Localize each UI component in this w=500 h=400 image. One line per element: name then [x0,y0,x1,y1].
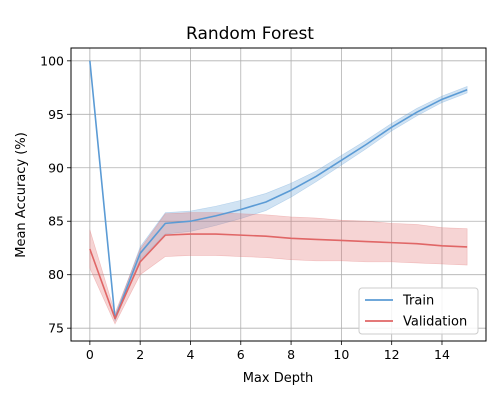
confidence-bands [90,60,467,324]
x-axis-label: Max Depth [243,371,314,386]
x-tick-label: 14 [434,347,450,362]
train-band [90,60,467,321]
legend-label-train: Train [402,294,434,309]
x-tick-label: 8 [287,347,295,362]
legend-label-validation: Validation [403,315,467,330]
y-axis-label: Mean Accuracy (%) [14,132,29,258]
chart-title: Random Forest [186,24,314,44]
y-tick-label: 100 [40,53,64,68]
legend: Train Validation [359,288,478,334]
x-tick-label: 6 [237,347,245,362]
y-tick-label: 80 [48,267,64,282]
x-tick-label: 0 [86,347,94,362]
y-tick-label: 95 [48,107,64,122]
x-tick-label: 2 [136,347,144,362]
y-tick-label: 85 [48,214,64,229]
y-tick-label: 75 [48,321,64,336]
y-tick-label: 90 [48,160,64,175]
x-tick-label: 4 [186,347,194,362]
x-tick-label: 10 [333,347,349,362]
x-tick-label: 12 [384,347,400,362]
